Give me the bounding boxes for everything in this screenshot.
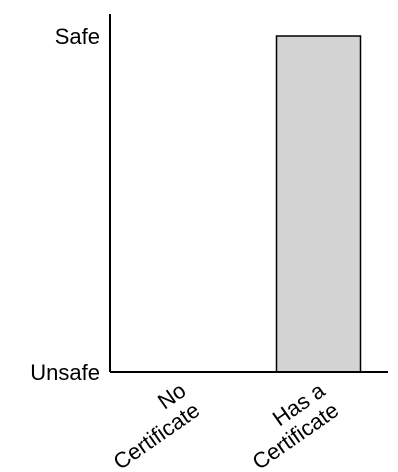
x-tick-label-0: NoCertificate: [95, 378, 204, 472]
y-tick-labels: Unsafe Safe: [30, 24, 100, 385]
y-tick-label-0: Unsafe: [30, 360, 100, 385]
x-tick-label-0-line-1: Certificate: [109, 397, 204, 472]
bar-1: [275, 35, 362, 373]
x-tick-label-1: Has aCertificate: [234, 377, 344, 472]
x-tick-labels: NoCertificate Has aCertificate: [95, 377, 344, 472]
y-tick-label-1: Safe: [55, 24, 100, 49]
bars-group: [275, 35, 362, 373]
